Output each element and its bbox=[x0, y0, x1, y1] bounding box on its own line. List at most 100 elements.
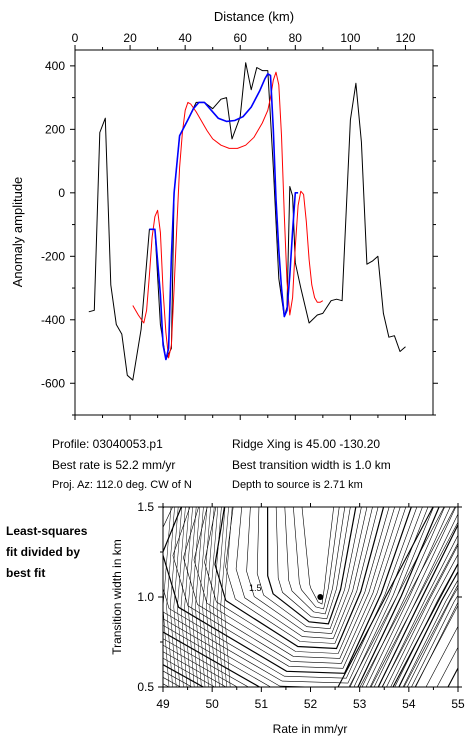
contour-line bbox=[205, 507, 215, 687]
profile-x-tick-label: 40 bbox=[178, 31, 192, 45]
contour-line bbox=[184, 507, 193, 687]
contour-line bbox=[220, 507, 229, 687]
depth-to-source-text: Depth to source is 2.71 km bbox=[232, 479, 363, 491]
profile-y-tick-label: 400 bbox=[45, 59, 65, 73]
contour-line bbox=[163, 507, 451, 687]
contour-line bbox=[209, 507, 219, 687]
contour-line bbox=[163, 534, 458, 687]
contour-line bbox=[436, 646, 458, 687]
contour-line bbox=[425, 625, 458, 687]
contour-line bbox=[406, 587, 458, 687]
contour-level-label: 1.5 bbox=[249, 583, 262, 593]
contour-line bbox=[166, 507, 175, 687]
contour-line bbox=[246, 507, 368, 634]
contour-line bbox=[204, 507, 390, 654]
profile-x-tick-label: 100 bbox=[340, 31, 360, 45]
observed-profile-line bbox=[88, 62, 406, 381]
profile-y-tick-label: 0 bbox=[58, 186, 65, 200]
profile-y-tick-label: 200 bbox=[45, 122, 65, 136]
contour-line bbox=[267, 507, 357, 625]
contour-x-tick-label: 54 bbox=[402, 697, 416, 711]
profile-y-axis-label: Anomaly amplitude bbox=[10, 177, 25, 288]
profile-y-tick-label: -200 bbox=[41, 249, 65, 263]
best-fit-marker bbox=[317, 594, 324, 600]
contour-y-tick-label: 1.5 bbox=[137, 500, 154, 514]
contour-line bbox=[359, 507, 456, 687]
contour-y-tick-label: 1.0 bbox=[137, 590, 154, 604]
contour-line bbox=[163, 523, 458, 687]
model-profile-line bbox=[132, 71, 324, 359]
contour-line bbox=[403, 584, 458, 687]
contour-line bbox=[214, 507, 385, 650]
side-note-line-1: Least-squares bbox=[6, 524, 88, 538]
contour-line bbox=[337, 507, 434, 687]
contour-line bbox=[180, 507, 190, 687]
profile-series-group bbox=[88, 62, 406, 381]
contour-x-tick-label: 51 bbox=[255, 697, 269, 711]
contour-line bbox=[301, 507, 334, 605]
contour-line bbox=[163, 507, 457, 687]
contour-line bbox=[163, 507, 445, 687]
contour-line bbox=[173, 507, 183, 687]
contour-line bbox=[293, 507, 340, 610]
profile-plot: 0 20 40 60 80 100 120 -600 -400 -200 0 200 400 Dista… bbox=[10, 9, 438, 420]
contour-line bbox=[202, 507, 211, 687]
contour-line bbox=[411, 594, 458, 687]
fitted-segment-line bbox=[149, 73, 299, 361]
contour-line bbox=[284, 507, 346, 615]
contour-line bbox=[172, 507, 407, 669]
contour-line bbox=[177, 507, 186, 687]
contour-line bbox=[370, 521, 458, 687]
best-rate-text: Best rate is 52.2 mm/yr bbox=[52, 458, 176, 472]
contour-line bbox=[235, 507, 373, 639]
contour-line bbox=[163, 507, 172, 687]
contour-line bbox=[163, 513, 458, 687]
contour-line bbox=[195, 507, 204, 687]
contour-line bbox=[275, 507, 351, 620]
side-note-line-2: fit divided by bbox=[6, 545, 81, 559]
profile-y-tick-label: -600 bbox=[41, 376, 65, 390]
profile-info-text: Profile: 03040053.p1 bbox=[52, 437, 163, 451]
profile-x-tick-label: 20 bbox=[123, 31, 137, 45]
contour-line bbox=[163, 507, 423, 684]
contour-line bbox=[163, 507, 412, 674]
misfit-contour-plot: 49 50 51 52 53 54 55 0.5 1.0 1.5 1.5 Rate in mm/y… bbox=[110, 500, 465, 736]
profile-x-tick-label: 120 bbox=[395, 31, 415, 45]
contour-x-tick-label: 49 bbox=[156, 697, 170, 711]
contour-x-tick-label: 55 bbox=[451, 697, 465, 711]
contour-x-tick-label: 52 bbox=[304, 697, 318, 711]
contour-line bbox=[225, 507, 379, 644]
contour-line bbox=[163, 553, 458, 687]
contour-line bbox=[198, 507, 208, 687]
profile-x-tick-label: 0 bbox=[72, 31, 79, 45]
contour-x-tick-label: 53 bbox=[353, 697, 367, 711]
contour-lines bbox=[163, 507, 458, 687]
contour-line bbox=[213, 507, 222, 687]
profile-x-axis-label: Distance (km) bbox=[214, 9, 294, 24]
contour-y-axis-label: Transition width in km bbox=[110, 539, 124, 655]
contour-line bbox=[163, 507, 429, 687]
contour-line bbox=[415, 601, 458, 687]
profile-x-tick-label: 60 bbox=[234, 31, 248, 45]
side-note-line-3: best fit bbox=[6, 566, 46, 580]
contour-line bbox=[191, 507, 201, 687]
best-width-text: Best transition width is 1.0 km bbox=[232, 458, 391, 472]
contour-line bbox=[392, 562, 458, 687]
profile-x-tick-label: 80 bbox=[289, 31, 303, 45]
contour-line bbox=[256, 507, 362, 630]
contour-line bbox=[163, 507, 440, 687]
contour-line bbox=[381, 542, 458, 687]
contour-line bbox=[183, 507, 401, 664]
contour-x-axis-label: Rate in mm/yr bbox=[273, 722, 348, 736]
contour-y-tick-label: 0.5 bbox=[137, 680, 154, 694]
profile-plot-frame bbox=[74, 49, 434, 416]
contour-line bbox=[169, 507, 179, 687]
ridge-crossing-text: Ridge Xing is 45.00 -130.20 bbox=[232, 437, 381, 451]
profile-plot-ticks: 0 20 40 60 80 100 120 -600 -400 -200 0 200 400 bbox=[41, 31, 438, 420]
contour-line bbox=[398, 570, 458, 687]
contour-line bbox=[223, 507, 233, 687]
contour-line bbox=[414, 604, 458, 687]
contour-plot-ticks: 49 50 51 52 53 54 55 0.5 1.0 1.5 bbox=[137, 500, 465, 711]
contour-line bbox=[163, 507, 418, 679]
